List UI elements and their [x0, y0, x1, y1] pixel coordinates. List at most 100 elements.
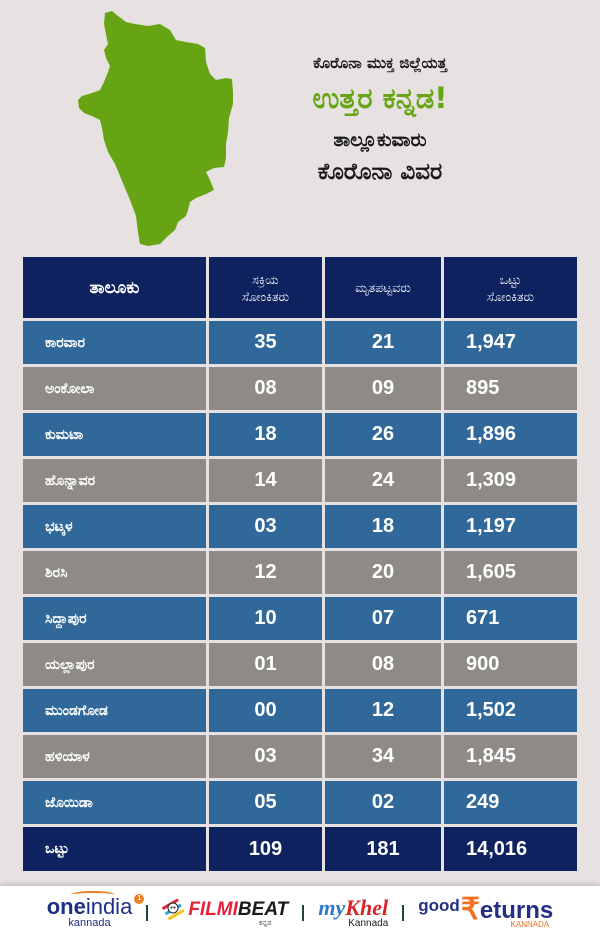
death-count: 12 — [325, 689, 441, 732]
total-count: 1,502 — [444, 689, 577, 732]
death-count: 08 — [325, 643, 441, 686]
death-count: 21 — [325, 321, 441, 364]
death-count: 24 — [325, 459, 441, 502]
mykhel-logo[interactable]: myKhel Kannada — [318, 894, 389, 929]
goodreturns-eturns: eturns — [479, 896, 554, 924]
active-count: 00 — [209, 689, 322, 732]
taluk-name: ಸಿದ್ದಾಪುರ — [23, 597, 206, 640]
footer-brand-bar: oneindia 1 kannada FILMI BEAT ಕನ್ನಡ myKhe… — [0, 886, 600, 939]
taluk-name: ಅಂಕೋಲಾ — [23, 367, 206, 410]
table-total-row: ಒಟ್ಟು 109 181 14,016 — [23, 827, 577, 871]
filmibeat-sub: ಕನ್ನಡ — [259, 919, 272, 927]
total-count: 249 — [444, 781, 577, 824]
mykhel-sub: Kannada — [348, 917, 389, 929]
total-count: 1,896 — [444, 413, 577, 456]
total-count: 1,197 — [444, 505, 577, 548]
active-count: 35 — [209, 321, 322, 364]
active-count: 05 — [209, 781, 322, 824]
taluk-name: ಭಟ್ಕಳ — [23, 505, 206, 548]
table-row: ಯಲ್ಲಾಪುರ 01 08 900 — [23, 643, 577, 686]
table-row: ಅಂಕೋಲಾ 08 09 895 — [23, 367, 577, 410]
total-count: 1,947 — [444, 321, 577, 364]
oneindia-wordmark: oneindia 1 — [46, 891, 145, 919]
goodreturns-good: good — [418, 895, 460, 915]
table-row: ಕಾರವಾರ 35 21 1,947 — [23, 321, 577, 364]
table-row: ಭಟ್ಕಳ 03 18 1,197 — [23, 505, 577, 548]
death-count: 18 — [325, 505, 441, 548]
tricolor-arc-icon — [70, 891, 115, 899]
oneindia-one: one — [46, 894, 86, 919]
active-count: 08 — [209, 367, 322, 410]
goodreturns-wordmark: good ₹ eturns — [418, 892, 554, 926]
taluk-name: ಮುಂಡಗೋಡ — [23, 689, 206, 732]
death-count: 20 — [325, 551, 441, 594]
badge-icon: 1 — [134, 894, 145, 904]
total-deaths: 181 — [325, 827, 441, 871]
covid-taluk-table: ತಾಲೂಕು ಸಕ್ರಿಯ ಸೋಂಕಿತರು ಮೃತಪಟ್ಟವರು ಒಟ್ಟು … — [23, 257, 577, 871]
oneindia-india: india — [85, 894, 133, 919]
header-total-line-1: ಒಟ್ಟು — [499, 271, 522, 287]
headline-line-1: ಕೊರೊನಾ ಮುಕ್ತ ಜಿಲ್ಲೆಯತ್ತ — [313, 54, 447, 72]
total-count: 895 — [444, 367, 577, 410]
goodreturns-logo[interactable]: good ₹ eturns KANNADA — [418, 892, 554, 929]
active-count: 10 — [209, 597, 322, 640]
total-label: ಒಟ್ಟು — [23, 827, 206, 871]
table-header-row: ತಾಲೂಕು ಸಕ್ರಿಯ ಸೋಂಕಿತರು ಮೃತಪಟ್ಟವರು ಒಟ್ಟು … — [23, 257, 577, 318]
filmibeat-logo[interactable]: FILMI BEAT ಕನ್ನಡ — [162, 898, 288, 927]
headline-district-name: ಉತ್ತರ ಕನ್ನಡ! — [312, 81, 448, 115]
active-count: 18 — [209, 413, 322, 456]
table-row: ಶಿರಸಿ 12 20 1,605 — [23, 551, 577, 594]
total-count: 1,845 — [444, 735, 577, 778]
table-row: ಹಳಿಯಾಳ 03 34 1,845 — [23, 735, 577, 778]
active-count: 03 — [209, 735, 322, 778]
district-map-icon — [78, 11, 233, 246]
active-count: 03 — [209, 505, 322, 548]
mykhel-wordmark: myKhel — [318, 894, 388, 920]
total-count: 1,605 — [444, 551, 577, 594]
total-count: 1,309 — [444, 459, 577, 502]
taluk-name: ಹಳಿಯಾಳ — [23, 735, 206, 778]
active-count: 12 — [209, 551, 322, 594]
death-count: 02 — [325, 781, 441, 824]
header-active: ಸಕ್ರಿಯ ಸೋಂಕಿತರು — [209, 257, 322, 318]
filmibeat-beat: BEAT — [237, 898, 289, 920]
taluk-name: ಕಾರವಾರ — [23, 321, 206, 364]
header-active-line-1: ಸಕ್ರಿಯ — [252, 271, 279, 287]
divider — [146, 904, 149, 921]
headline: ಕೊರೊನಾ ಮುಕ್ತ ಜಿಲ್ಲೆಯತ್ತ ಉತ್ತರ ಕನ್ನಡ! ತಾಲ… — [255, 52, 505, 188]
goodreturns-sub: KANNADA — [510, 919, 550, 929]
rupee-icon: ₹ — [460, 892, 480, 926]
active-count: 14 — [209, 459, 322, 502]
total-cases: 14,016 — [444, 827, 577, 871]
header-active-line-2: ಸೋಂಕಿತರು — [241, 288, 290, 304]
oneindia-logo[interactable]: oneindia 1 kannada — [46, 891, 145, 929]
mykhel-my: my — [318, 894, 346, 920]
active-count: 01 — [209, 643, 322, 686]
table-row: ಮುಂಡಗೋಡ 00 12 1,502 — [23, 689, 577, 732]
table-row: ಜೊಯಿಡಾ 05 02 249 — [23, 781, 577, 824]
taluk-name: ಯಲ್ಲಾಪುರ — [23, 643, 206, 686]
filmibeat-film: FILMI — [188, 898, 238, 920]
death-count: 09 — [325, 367, 441, 410]
headline-line-3: ತಾಲ್ಲೂಕುವಾರು — [333, 129, 427, 151]
filmibeat-mascot-icon — [162, 898, 185, 920]
table-row: ಸಿದ್ದಾಪುರ 10 07 671 — [23, 597, 577, 640]
header-deaths: ಮೃತಪಟ್ಟವರು — [325, 257, 441, 318]
header-total: ಒಟ್ಟು ಸೋಂಕಿತರು — [444, 257, 577, 318]
death-count: 26 — [325, 413, 441, 456]
taluk-name: ಕುಮಟಾ — [23, 413, 206, 456]
total-count: 671 — [444, 597, 577, 640]
taluk-name: ಶಿರಸಿ — [23, 551, 206, 594]
divider — [302, 904, 305, 921]
table-row: ಹೊನ್ನಾವರ 14 24 1,309 — [23, 459, 577, 502]
oneindia-sub: kannada — [68, 917, 111, 929]
header-total-line-2: ಸೋಂಕಿತರು — [486, 288, 535, 304]
divider — [402, 904, 405, 921]
taluk-name: ಹೊನ್ನಾವರ — [23, 459, 206, 502]
headline-line-4: ಕೊರೊನಾ ವಿವರ — [317, 159, 443, 185]
table-row: ಕುಮಟಾ 18 26 1,896 — [23, 413, 577, 456]
total-active: 109 — [209, 827, 322, 871]
taluk-name: ಜೊಯಿಡಾ — [23, 781, 206, 824]
death-count: 07 — [325, 597, 441, 640]
total-count: 900 — [444, 643, 577, 686]
